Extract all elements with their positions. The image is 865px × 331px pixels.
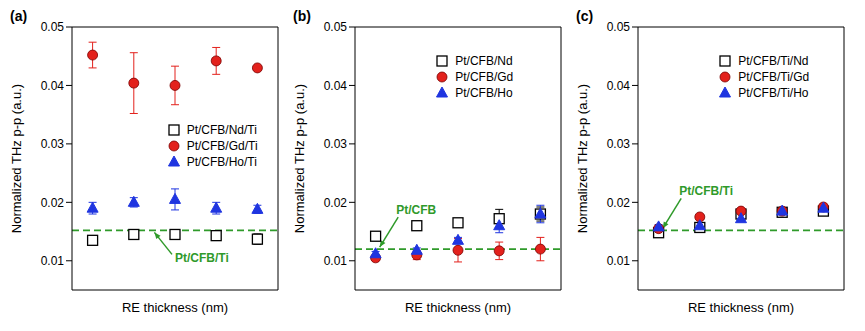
svg-text:Pt/CFB/Ti: Pt/CFB/Ti — [679, 184, 733, 198]
html-text:Pt/CFB/Ho: Pt/CFB/Ho — [455, 86, 513, 101]
html-text:Pt/CFB/Ti/Gd: Pt/CFB/Ti/Gd — [738, 70, 810, 85]
svg-text:0.01: 0.01 — [41, 254, 65, 268]
html-text:Pt/CFB/Gd/Ti: Pt/CFB/Gd/Ti — [186, 138, 258, 153]
html-text:(c): (c) — [576, 8, 594, 24]
svg-text:0.03: 0.03 — [607, 137, 631, 151]
html-text:(a): (a) — [10, 8, 28, 24]
svg-text:Normalized THz p-p (a.u.): Normalized THz p-p (a.u.) — [9, 84, 24, 233]
html-text:Pt/CFB/Ho/Ti: Pt/CFB/Ho/Ti — [186, 154, 257, 169]
svg-text:0.01: 0.01 — [324, 254, 348, 268]
svg-text:RE thickness (nm): RE thickness (nm) — [688, 300, 794, 315]
svg-text:Pt/CFB: Pt/CFB — [396, 203, 436, 217]
html-text:Pt/CFB/Ti/Ho: Pt/CFB/Ti/Ho — [738, 86, 809, 101]
svg-text:0.03: 0.03 — [324, 137, 348, 151]
svg-text:RE thickness (nm): RE thickness (nm) — [122, 300, 228, 315]
svg-text:0.02: 0.02 — [41, 196, 65, 210]
svg-text:0.03: 0.03 — [41, 137, 65, 151]
html-text:Pt/CFB/Nd/Ti: Pt/CFB/Nd/Ti — [186, 122, 257, 137]
svg-text:RE thickness (nm): RE thickness (nm) — [405, 300, 511, 315]
svg-text:Normalized THz p-p (a.u.): Normalized THz p-p (a.u.) — [575, 84, 590, 233]
html-text:Pt/CFB/Gd: Pt/CFB/Gd — [455, 70, 514, 85]
html-text:(b): (b) — [293, 8, 311, 24]
svg-text:0.05: 0.05 — [607, 20, 631, 34]
svg-text:0.02: 0.02 — [607, 196, 631, 210]
svg-text:Normalized THz p-p (a.u.): Normalized THz p-p (a.u.) — [292, 84, 307, 233]
svg-text:0.01: 0.01 — [607, 254, 631, 268]
svg-text:Pt/CFB/Ti: Pt/CFB/Ti — [175, 251, 229, 265]
svg-text:0.02: 0.02 — [324, 196, 348, 210]
svg-text:0.04: 0.04 — [41, 79, 65, 93]
svg-text:0.04: 0.04 — [607, 79, 631, 93]
html-text:Pt/CFB/Ti/Nd: Pt/CFB/Ti/Nd — [738, 54, 809, 69]
svg-text:0.04: 0.04 — [324, 79, 348, 93]
html-text:Pt/CFB/Nd: Pt/CFB/Nd — [455, 54, 513, 69]
svg-text:0.05: 0.05 — [41, 20, 65, 34]
svg-text:0.05: 0.05 — [324, 20, 348, 34]
